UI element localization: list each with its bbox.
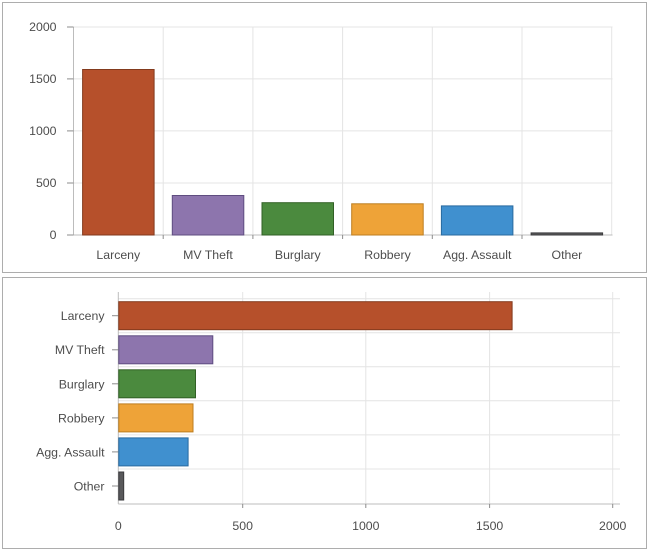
svg-text:Other: Other — [74, 480, 105, 494]
svg-text:500: 500 — [36, 176, 57, 190]
svg-text:1000: 1000 — [29, 124, 57, 138]
svg-text:Robbery: Robbery — [364, 248, 411, 262]
svg-text:1000: 1000 — [352, 519, 380, 533]
svg-text:500: 500 — [232, 519, 253, 533]
svg-text:MV Theft: MV Theft — [183, 248, 233, 262]
svg-text:Robbery: Robbery — [58, 411, 105, 425]
svg-text:Agg. Assault: Agg. Assault — [443, 248, 512, 262]
svg-text:Larceny: Larceny — [61, 309, 106, 323]
svg-text:MV Theft: MV Theft — [55, 343, 105, 357]
svg-text:1500: 1500 — [29, 72, 57, 86]
svg-text:0: 0 — [115, 519, 122, 533]
svg-text:Agg. Assault: Agg. Assault — [36, 445, 105, 459]
svg-text:1500: 1500 — [476, 519, 504, 533]
svg-text:Larceny: Larceny — [96, 248, 141, 262]
svg-text:Other: Other — [552, 248, 583, 262]
svg-text:2000: 2000 — [29, 20, 57, 34]
svg-text:Burglary: Burglary — [275, 248, 322, 262]
svg-text:Burglary: Burglary — [59, 377, 106, 391]
svg-text:0: 0 — [50, 228, 57, 242]
svg-text:2000: 2000 — [599, 519, 627, 533]
